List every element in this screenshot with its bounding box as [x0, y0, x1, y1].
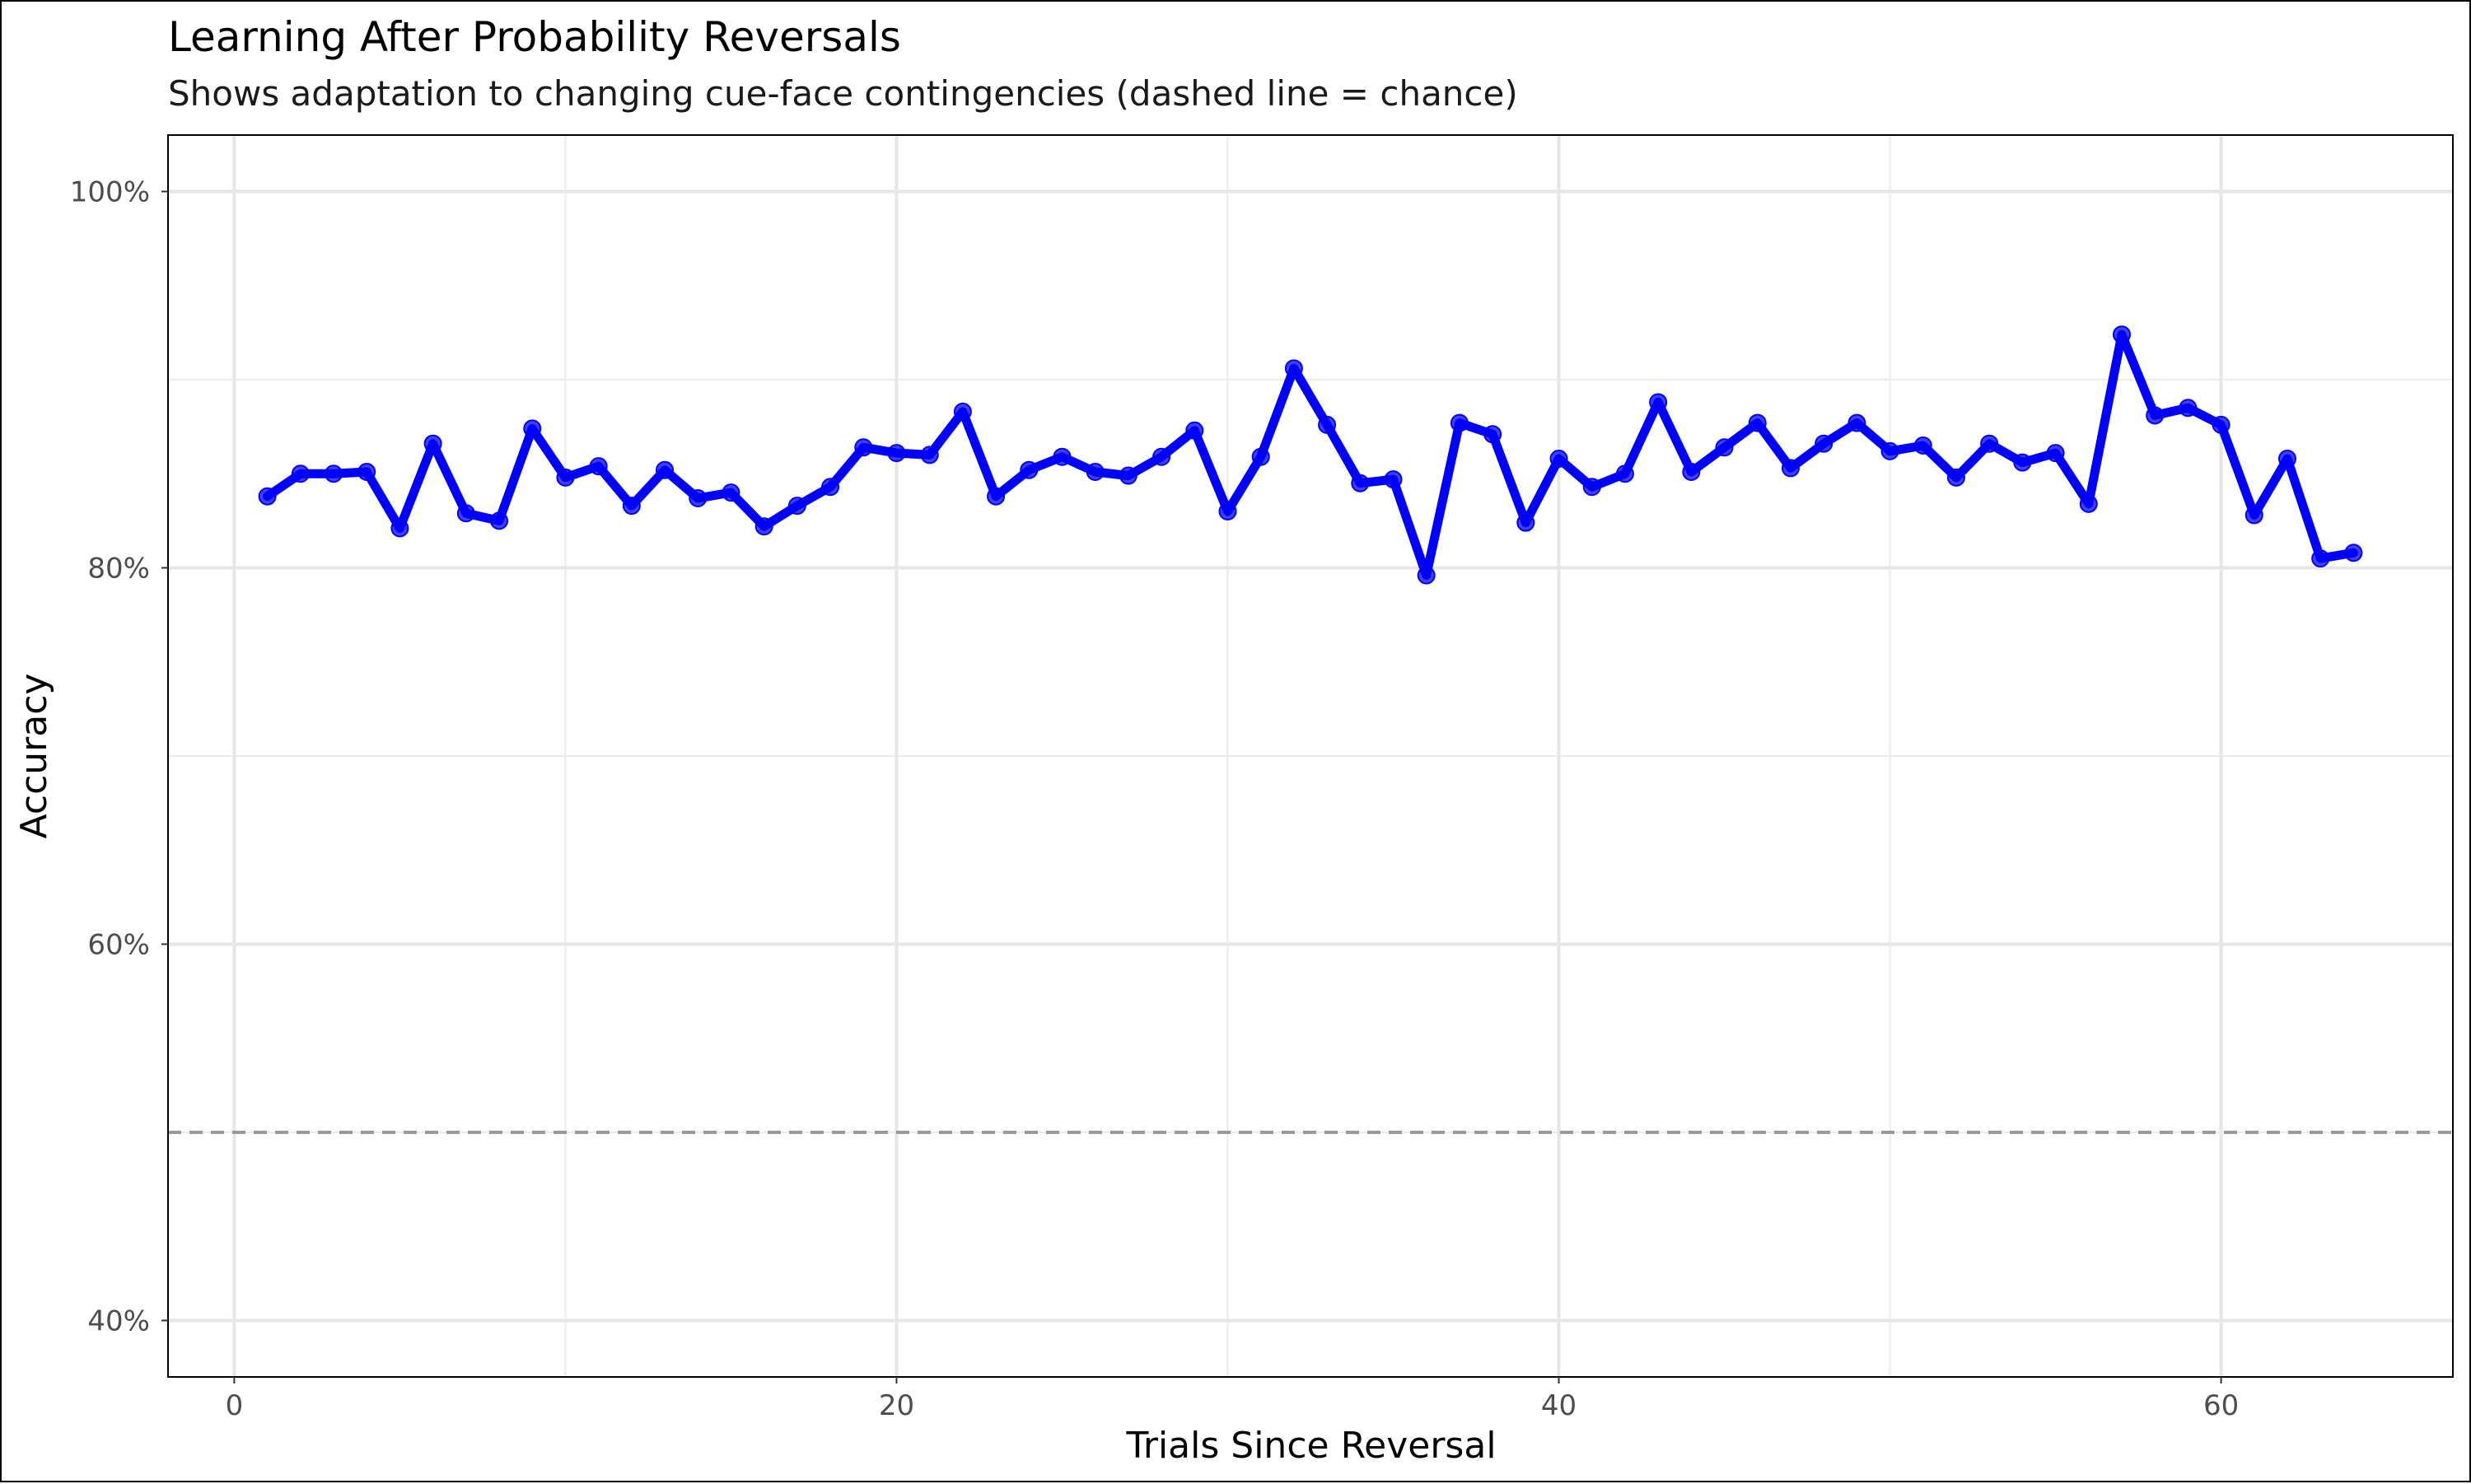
- chart-title: Learning After Probability Reversals: [168, 13, 901, 61]
- data-point: [1251, 447, 1270, 466]
- data-point: [1615, 464, 1634, 483]
- x-tick-label: 20: [879, 1389, 914, 1422]
- data-point: [1450, 413, 1469, 432]
- data-point: [1815, 434, 1833, 453]
- data-point: [1748, 413, 1767, 432]
- data-point: [2311, 549, 2330, 568]
- data-point: [2112, 325, 2131, 344]
- data-point: [1351, 474, 1370, 492]
- data-point: [1946, 468, 1965, 487]
- data-point: [357, 462, 376, 481]
- data-point: [1549, 449, 1568, 468]
- data-point: [1152, 447, 1171, 466]
- data-point: [1020, 460, 1039, 479]
- data-point: [656, 460, 675, 479]
- accuracy-line: [263, 329, 2358, 581]
- data-point: [2013, 453, 2032, 472]
- data-point: [1781, 459, 1800, 478]
- data-point: [1516, 513, 1535, 532]
- data-point: [953, 402, 972, 421]
- data-point: [1185, 421, 1204, 440]
- data-point: [1980, 434, 1999, 453]
- x-axis-title: Trials Since Reversal: [1125, 1425, 1496, 1467]
- data-point: [1318, 415, 1337, 434]
- data-point: [490, 511, 509, 530]
- data-point: [258, 487, 277, 506]
- data-point: [1053, 447, 1072, 466]
- data-point: [523, 419, 542, 438]
- data-point: [1483, 425, 1502, 444]
- y-axis-ticks: 40% 60% 80% 100%: [70, 176, 168, 1337]
- grid-lines: [168, 135, 2453, 1377]
- data-point: [1119, 466, 1137, 485]
- data-point: [1715, 438, 1734, 457]
- data-point: [887, 444, 906, 463]
- data-point: [722, 483, 740, 502]
- data-point: [2344, 544, 2363, 562]
- data-point: [1847, 413, 1866, 432]
- data-point: [1284, 359, 1303, 378]
- data-point: [622, 497, 641, 516]
- data-point: [2212, 415, 2230, 434]
- y-tick-label: 80%: [87, 553, 150, 586]
- data-point: [1582, 478, 1601, 497]
- data-point: [1086, 462, 1105, 481]
- chart-subtitle: Shows adaptation to changing cue-face co…: [168, 73, 1518, 114]
- x-tick-label: 40: [1541, 1389, 1576, 1422]
- panel-border: [167, 134, 2454, 1378]
- data-point: [1218, 502, 1237, 520]
- x-tick-label: 60: [2203, 1389, 2239, 1422]
- data-point: [1417, 566, 1436, 585]
- data-point: [754, 517, 773, 536]
- x-axis-ticks: 0 20 40 60: [226, 1377, 2239, 1422]
- data-point: [854, 438, 873, 457]
- data-point: [821, 478, 840, 497]
- data-point: [2079, 494, 2098, 513]
- data-point: [1880, 441, 1899, 460]
- data-point: [2179, 399, 2198, 418]
- x-tick-label: 0: [226, 1389, 244, 1422]
- data-point: [423, 434, 442, 453]
- data-point: [2244, 506, 2263, 525]
- data-point: [456, 504, 475, 523]
- data-point: [1649, 393, 1668, 412]
- data-point: [589, 457, 608, 476]
- accuracy-series: [258, 325, 2363, 585]
- data-point: [2046, 444, 2065, 463]
- data-point: [987, 487, 1006, 506]
- data-point: [787, 497, 806, 516]
- y-tick-label: 40%: [87, 1304, 150, 1337]
- data-point: [1384, 470, 1403, 489]
- data-point: [556, 468, 575, 487]
- y-tick-label: 60%: [87, 928, 150, 961]
- data-point: [325, 464, 343, 483]
- data-point: [2277, 449, 2296, 468]
- data-point: [1682, 462, 1701, 481]
- data-point: [1913, 436, 1932, 455]
- y-tick-label: 100%: [70, 176, 150, 209]
- y-axis-title: Accuracy: [13, 674, 55, 839]
- data-point: [2146, 406, 2165, 425]
- data-point: [920, 446, 939, 464]
- data-point: [689, 488, 708, 507]
- data-point: [390, 519, 409, 538]
- data-point: [291, 464, 310, 483]
